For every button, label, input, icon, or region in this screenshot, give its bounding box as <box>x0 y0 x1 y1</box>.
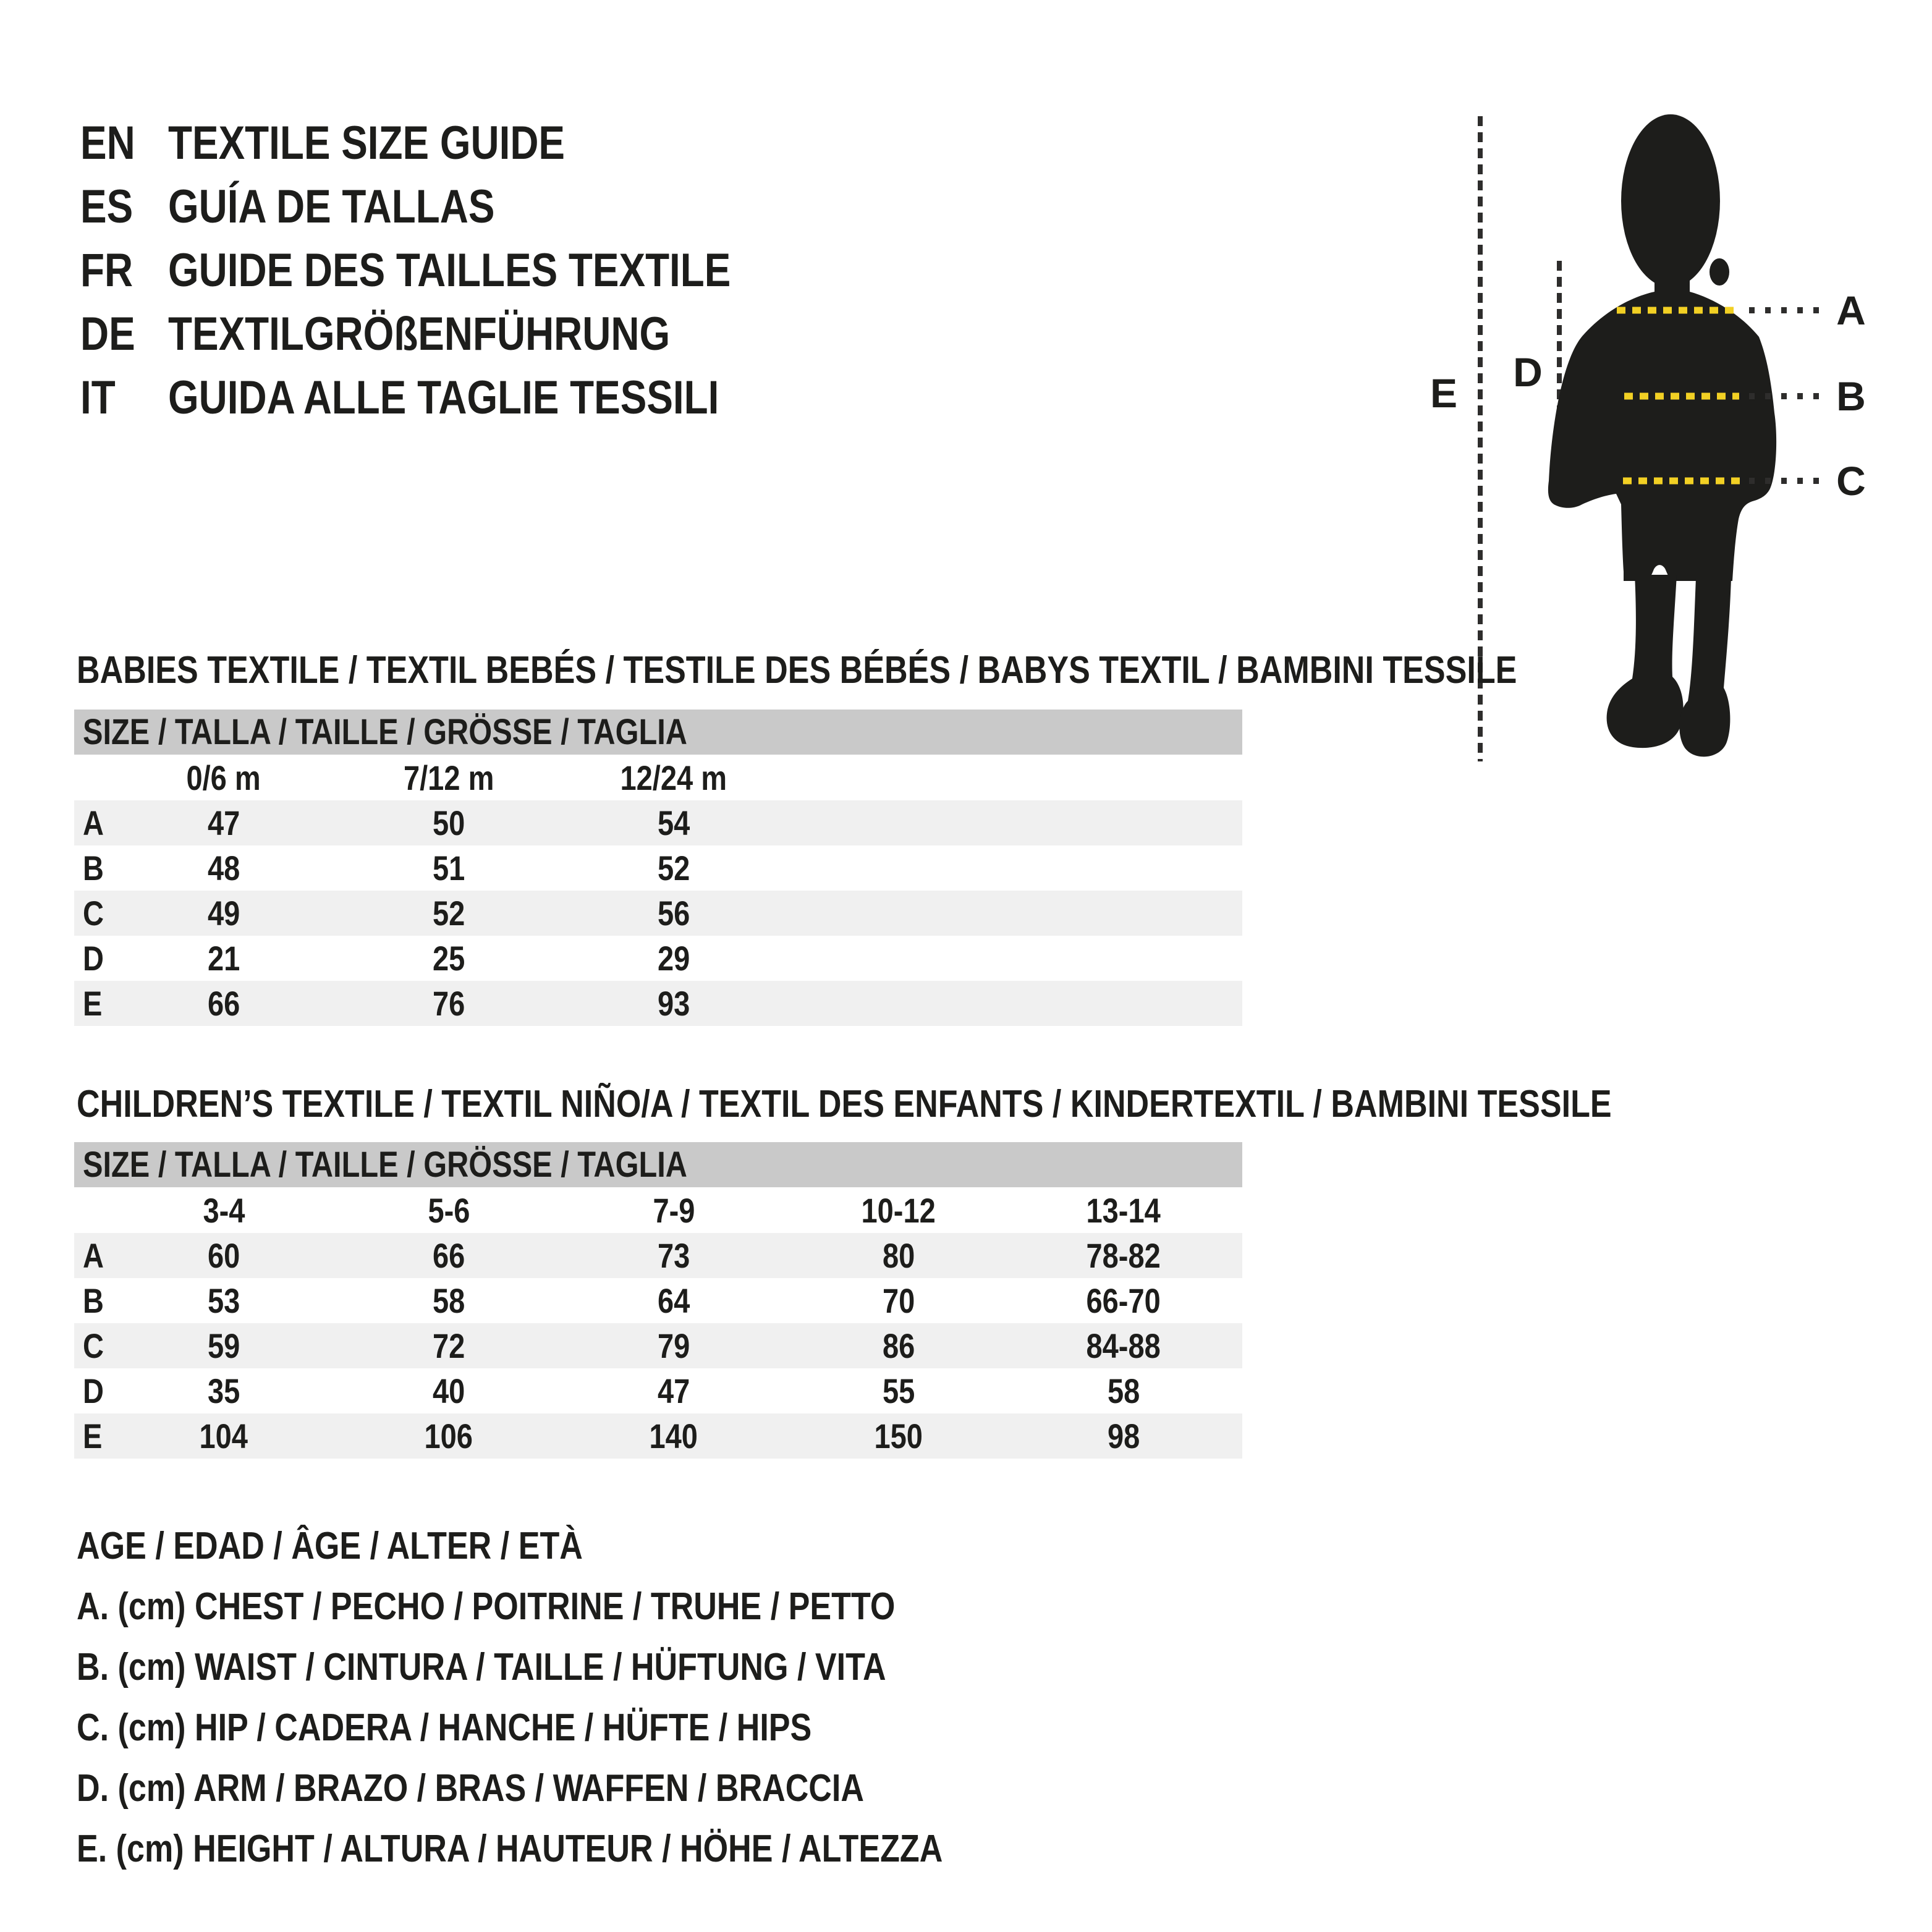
figure-label-c: C <box>1836 458 1866 504</box>
table-row: D 35 40 47 55 58 <box>83 1371 1140 1410</box>
table-row: B 53 58 64 70 66-70 <box>83 1281 1161 1320</box>
lang-title-de: TEXTILGRÖßENFÜHRUNG <box>168 308 671 360</box>
child-right-leg <box>1679 578 1731 757</box>
table-row: C 49 52 56 <box>74 891 1242 936</box>
figure-label-d: D <box>1513 349 1543 395</box>
row-label: A <box>83 803 104 842</box>
figure-label-a: A <box>1836 287 1866 333</box>
babies-col-2: 12/24 m <box>620 758 727 797</box>
legend-height: E. (cm) HEIGHT / ALTURA / HAUTEUR / HÖHE… <box>77 1827 943 1870</box>
lang-row-de: DE TEXTILGRÖßENFÜHRUNG <box>80 302 838 366</box>
babies-size-table: SIZE / TALLA / TAILLE / GRÖSSE / TAGLIA … <box>74 710 1242 1026</box>
figure-label-b: B <box>1836 373 1866 419</box>
table-row: E 104 106 140 150 98 <box>74 1413 1242 1459</box>
lang-title-es: GUÍA DE TALLAS <box>168 180 495 233</box>
children-col-0: 3-4 <box>203 1190 245 1230</box>
child-left-leg <box>1606 575 1684 748</box>
figure-label-e: E <box>1430 370 1457 416</box>
babies-col-0: 0/6 m <box>186 758 261 797</box>
row-label: D <box>83 939 104 978</box>
row-label: C <box>83 894 104 933</box>
child-silhouette-icon <box>1548 114 1777 757</box>
row-label: B <box>83 1281 104 1320</box>
row-label: E <box>83 984 103 1023</box>
lang-code-de: DE <box>80 308 135 360</box>
lang-code-fr: FR <box>80 244 133 297</box>
size-measurement-diagram: A B C D E <box>1430 114 1866 761</box>
row-label: C <box>83 1326 104 1365</box>
children-column-header-row: 3-4 5-6 7-9 10-12 13-14 <box>74 1187 1242 1233</box>
language-list: EN TEXTILE SIZE GUIDE ES GUÍA DE TALLAS … <box>80 111 838 430</box>
lang-code-es: ES <box>80 180 133 233</box>
children-size-table: SIZE / TALLA / TAILLE / GRÖSSE / TAGLIA … <box>74 1142 1242 1459</box>
children-col-2: 7-9 <box>653 1190 695 1230</box>
child-torso <box>1548 275 1777 581</box>
table-row: A 60 66 73 80 78-82 <box>74 1233 1242 1278</box>
babies-column-header-row: 0/6 m 7/12 m 12/24 m <box>74 755 1242 800</box>
legend-arm: D. (cm) ARM / BRAZO / BRAS / WAFFEN / BR… <box>77 1766 865 1810</box>
babies-col-1: 7/12 m <box>403 758 494 797</box>
row-label: D <box>83 1371 104 1410</box>
child-head <box>1621 114 1720 287</box>
legend-chest: A. (cm) CHEST / PECHO / POITRINE / TRUHE… <box>77 1585 896 1628</box>
row-label: A <box>83 1236 104 1275</box>
lang-row-es: ES GUÍA DE TALLAS <box>80 175 838 239</box>
table-row: B 48 51 52 <box>83 849 690 888</box>
babies-size-header-bar: SIZE / TALLA / TAILLE / GRÖSSE / TAGLIA <box>74 710 1242 755</box>
lang-row-en: EN TEXTILE SIZE GUIDE <box>80 111 838 175</box>
legend-waist: B. (cm) WAIST / CINTURA / TAILLE / HÜFTU… <box>77 1645 886 1688</box>
table-row: A 47 50 54 <box>74 800 1242 845</box>
table-row: E 66 76 93 <box>74 981 1242 1026</box>
children-col-3: 10-12 <box>861 1190 936 1230</box>
children-col-4: 13-14 <box>1086 1190 1161 1230</box>
children-col-1: 5-6 <box>428 1190 470 1230</box>
lang-code-it: IT <box>80 371 116 424</box>
row-label: B <box>83 849 104 888</box>
table-row: C 59 72 79 86 84-88 <box>74 1323 1242 1368</box>
lang-title-en: TEXTILE SIZE GUIDE <box>168 117 566 169</box>
child-ear <box>1710 258 1729 286</box>
lang-code-en: EN <box>80 117 135 169</box>
lang-row-it: IT GUIDA ALLE TAGLIE TESSILI <box>80 366 838 430</box>
table-row: D 21 25 29 <box>83 939 690 978</box>
children-size-header-bar: SIZE / TALLA / TAILLE / GRÖSSE / TAGLIA <box>74 1142 1242 1187</box>
measurement-legend: AGE / EDAD / ÂGE / ALTER / ETÀ A. (cm) C… <box>77 1515 1108 1879</box>
legend-age: AGE / EDAD / ÂGE / ALTER / ETÀ <box>77 1524 583 1567</box>
row-label: E <box>83 1417 103 1455</box>
babies-section-heading: BABIES TEXTILE / TEXTIL BEBÉS / TESTILE … <box>77 649 1517 692</box>
children-section-heading: CHILDREN’S TEXTILE / TEXTIL NIÑO/A / TEX… <box>77 1083 1612 1125</box>
lang-row-fr: FR GUIDE DES TAILLES TEXTILE <box>80 239 838 302</box>
lang-title-fr: GUIDE DES TAILLES TEXTILE <box>168 244 731 297</box>
lang-title-it: GUIDA ALLE TAGLIE TESSILI <box>168 371 719 424</box>
legend-hip: C. (cm) HIP / CADERA / HANCHE / HÜFTE / … <box>77 1706 812 1749</box>
